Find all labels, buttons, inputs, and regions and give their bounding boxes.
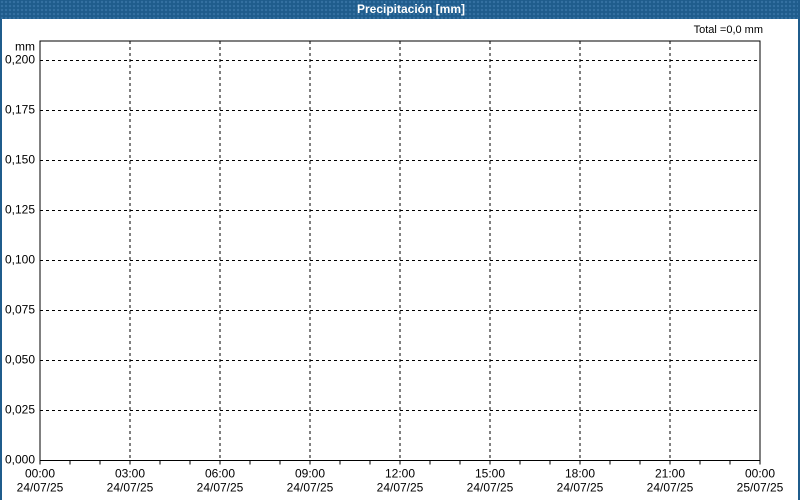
svg-text:06:00: 06:00: [205, 467, 235, 481]
svg-text:0,125: 0,125: [5, 203, 35, 217]
svg-text:09:00: 09:00: [295, 467, 325, 481]
svg-text:25/07/25: 25/07/25: [737, 481, 784, 495]
svg-text:24/07/25: 24/07/25: [287, 481, 334, 495]
svg-text:0,025: 0,025: [5, 403, 35, 417]
svg-text:mm: mm: [15, 39, 35, 53]
svg-text:15:00: 15:00: [475, 467, 505, 481]
svg-text:24/07/25: 24/07/25: [107, 481, 154, 495]
svg-text:12:00: 12:00: [385, 467, 415, 481]
svg-text:24/07/25: 24/07/25: [17, 481, 64, 495]
svg-text:18:00: 18:00: [565, 467, 595, 481]
svg-text:03:00: 03:00: [115, 467, 145, 481]
svg-text:0,150: 0,150: [5, 153, 35, 167]
svg-text:0,050: 0,050: [5, 353, 35, 367]
svg-text:00:00: 00:00: [745, 467, 775, 481]
svg-text:0,075: 0,075: [5, 303, 35, 317]
svg-text:0,200: 0,200: [5, 53, 35, 67]
svg-text:0,000: 0,000: [5, 453, 35, 467]
svg-text:00:00: 00:00: [25, 467, 55, 481]
svg-text:24/07/25: 24/07/25: [647, 481, 694, 495]
svg-text:21:00: 21:00: [655, 467, 685, 481]
svg-text:0,100: 0,100: [5, 253, 35, 267]
svg-text:24/07/25: 24/07/25: [467, 481, 514, 495]
svg-text:0,175: 0,175: [5, 103, 35, 117]
svg-text:24/07/25: 24/07/25: [197, 481, 244, 495]
svg-text:24/07/25: 24/07/25: [377, 481, 424, 495]
svg-text:24/07/25: 24/07/25: [557, 481, 604, 495]
